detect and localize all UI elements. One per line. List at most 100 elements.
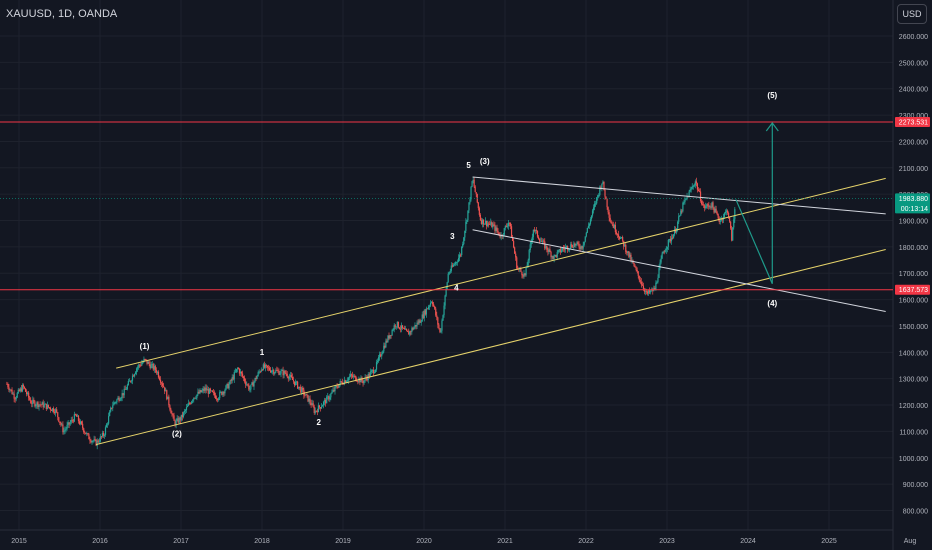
candle-body [168,396,170,406]
candle-body [716,212,718,215]
candle-body [430,302,433,304]
candle-body [44,403,46,405]
candle-body [139,364,141,366]
candle-body [85,432,87,435]
candle-body [277,370,279,372]
candle-body [496,227,498,231]
y-tick-label: 900.000 [903,482,928,489]
candle-body [306,394,308,395]
currency-button[interactable]: USD [897,4,927,24]
candle-body [116,399,118,403]
candle-body [56,409,58,413]
candle-body [646,291,649,294]
candle-body [21,384,24,392]
candle-body [111,407,113,409]
candle-body [229,380,231,385]
candle-body [516,257,518,269]
candle-body [412,328,414,330]
x-tick-label: 2016 [92,538,108,545]
candle-body [665,249,667,251]
projection-path[interactable] [735,122,773,285]
candle-body [131,375,134,381]
candle-body [339,381,341,384]
candle-body [165,390,167,392]
candle-body [258,371,260,373]
candle-body [471,181,473,187]
candle-body [344,380,346,383]
candle-body [561,248,564,251]
candle-body [189,403,191,405]
candle-body [424,310,426,315]
flag-lower-line[interactable] [472,229,886,312]
candle-body [493,224,495,226]
candle-body [460,254,462,256]
candle-body [337,387,339,389]
candle-body [313,406,315,413]
candle-body [494,224,496,231]
candle-body [154,366,156,371]
candle-body [666,246,668,250]
candle-body [707,204,709,206]
candle-body [483,223,486,225]
x-tick-label: Aug [904,538,917,545]
candle-body [331,392,333,394]
candle-body [19,388,21,392]
candle-body [177,418,179,423]
candle-body [490,222,492,225]
candle-body [221,391,223,395]
candle-body [677,221,679,229]
candle-body [621,237,623,238]
candle-body [250,384,252,390]
candle-body [402,328,405,329]
candle-body [118,397,120,401]
candle-body [641,284,643,286]
candle-body [599,187,601,195]
candle-body [594,203,596,208]
candle-body [503,228,505,235]
channel-upper-line[interactable] [116,177,886,369]
candle-body [121,393,123,398]
candle-body [693,185,695,187]
candle-body [352,375,354,377]
candle-body [40,404,42,406]
candle-body [414,325,416,328]
candle-body [705,206,707,209]
candle-body [92,440,94,442]
candle-body [191,401,193,404]
candle-body [148,361,150,365]
candle-body [406,329,408,331]
candle-body [554,254,556,256]
y-tick-label: 1100.000 [899,429,928,436]
candle-body [6,383,8,385]
candle-body [507,222,510,227]
candle-body [688,191,690,198]
candle-body [683,201,685,203]
candle-body [391,330,393,336]
candle-body [262,364,264,370]
candle-body [298,386,300,389]
candle-body [261,369,263,371]
y-tick-label: 1000.000 [899,456,928,463]
flag-upper-line[interactable] [472,176,886,215]
candle-body [20,388,22,392]
candle-body [530,240,532,245]
candle-body [363,380,365,384]
candle-body [162,383,164,386]
candle-body [422,314,424,318]
candle-body [681,210,683,212]
candle-body [592,207,595,211]
candle-body [9,389,11,391]
candle-body [264,364,267,368]
candle-body [332,390,334,393]
price-axis[interactable] [893,0,932,550]
candle-body [635,267,637,270]
candle-body [375,362,378,370]
symbol-title[interactable]: XAUUSD, 1D, OANDA [6,8,118,20]
candle-body [418,320,420,324]
candle-body [141,363,143,366]
candle-body [627,251,629,253]
candle-body [223,391,225,394]
candle-body [656,281,658,283]
channel-lower-line[interactable] [95,249,886,446]
